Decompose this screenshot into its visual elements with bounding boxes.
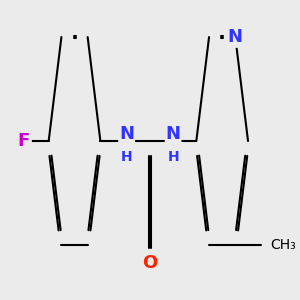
Text: F: F [18,132,30,150]
Text: H: H [121,150,132,164]
Text: N: N [228,28,243,46]
Text: N: N [166,124,181,142]
Text: H: H [167,150,179,164]
Text: N: N [119,124,134,142]
Text: CH₃: CH₃ [271,238,296,252]
Text: O: O [142,254,158,272]
